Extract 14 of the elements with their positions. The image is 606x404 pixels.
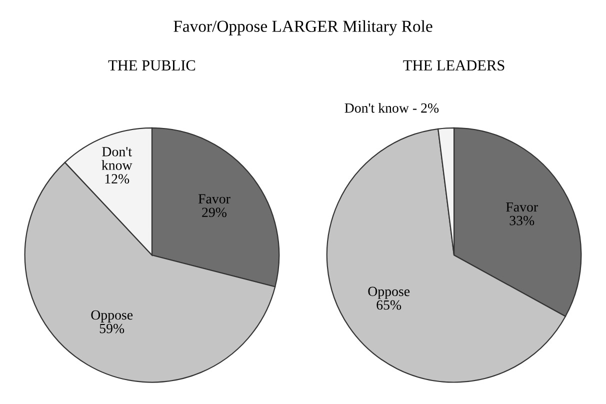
data-label: 29% bbox=[202, 208, 227, 218]
slice-label: Don't know bbox=[102, 147, 132, 170]
chart-subtitle: THE LEADERS bbox=[403, 60, 504, 71]
slice-label: Favor bbox=[506, 202, 538, 212]
data-label: 65% bbox=[376, 300, 402, 310]
slice-label: Oppose bbox=[91, 310, 133, 322]
data-label: 33% bbox=[510, 216, 534, 226]
chart-subtitle: THE PUBLIC bbox=[108, 60, 196, 71]
data-label: 59% bbox=[100, 324, 124, 334]
data-label: 12% bbox=[105, 174, 130, 184]
slice-label: Oppose bbox=[368, 286, 410, 299]
chart-title: Favor/Oppose LARGER Military Role bbox=[174, 20, 432, 36]
slice-label: Favor bbox=[198, 194, 230, 204]
slice-label: Don't know - 2% bbox=[344, 102, 439, 113]
